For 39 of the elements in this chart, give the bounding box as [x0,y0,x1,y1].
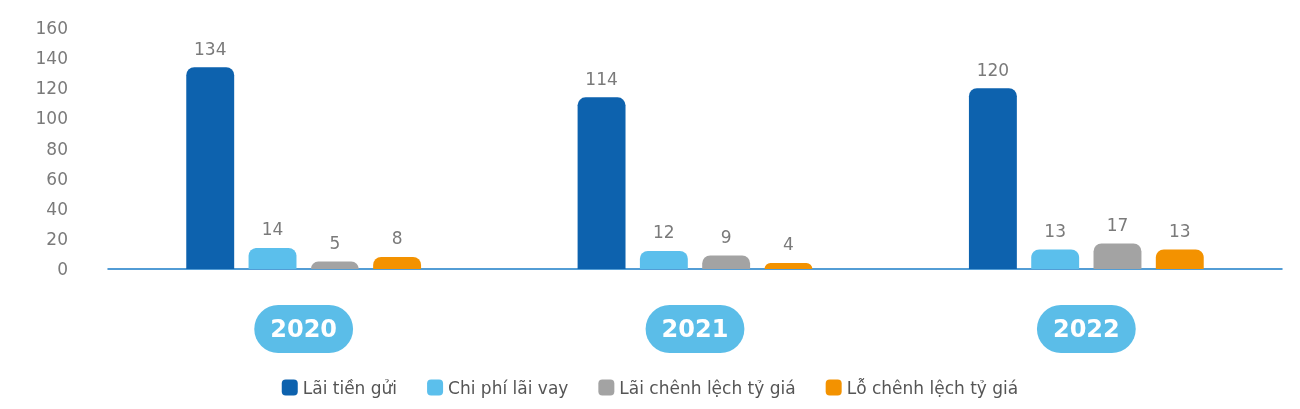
bar [577,97,626,269]
data-label: 17 [1106,214,1129,235]
bar [968,88,1017,269]
bar [248,247,297,269]
data-label: 120 [976,59,1010,80]
x-tick-label: 2021 [661,315,729,343]
legend-label: Lãi chênh lệch tỷ giá [619,377,796,398]
bar [186,67,235,269]
y-tick-label: 60 [46,168,68,189]
data-label: 114 [585,68,618,89]
bar [1155,249,1204,269]
y-tick-label: 160 [35,18,68,38]
y-tick-label: 120 [35,78,68,99]
data-label: 134 [194,38,227,59]
data-label: 13 [1168,220,1191,241]
data-label: 12 [653,222,675,243]
x-tick-label: 2022 [1052,315,1120,343]
data-label: 13 [1044,220,1067,241]
data-label: 4 [783,234,794,255]
bar [639,250,688,269]
legend-label: Lỗ chênh lệch tỷ giá [846,377,1019,398]
data-label: 9 [720,226,732,247]
y-tick-label: 100 [35,108,68,129]
y-tick-label: 80 [46,138,68,159]
x-tick-label: 2020 [270,315,338,343]
data-label: 14 [261,219,284,240]
legend-label: Chi phí lãi vay [448,377,569,398]
bar [1031,249,1080,269]
data-label: 8 [391,228,403,249]
legend-label: Lãi tiền gửi [302,377,398,398]
bar [373,256,422,269]
data-label: 5 [329,232,341,253]
y-tick-label: 140 [35,48,68,69]
y-tick-label: 40 [46,198,68,219]
y-tick-label: 0 [57,259,68,279]
bar [1093,243,1142,269]
bar [702,255,751,269]
bar [764,262,813,269]
y-tick-label: 20 [46,228,68,249]
